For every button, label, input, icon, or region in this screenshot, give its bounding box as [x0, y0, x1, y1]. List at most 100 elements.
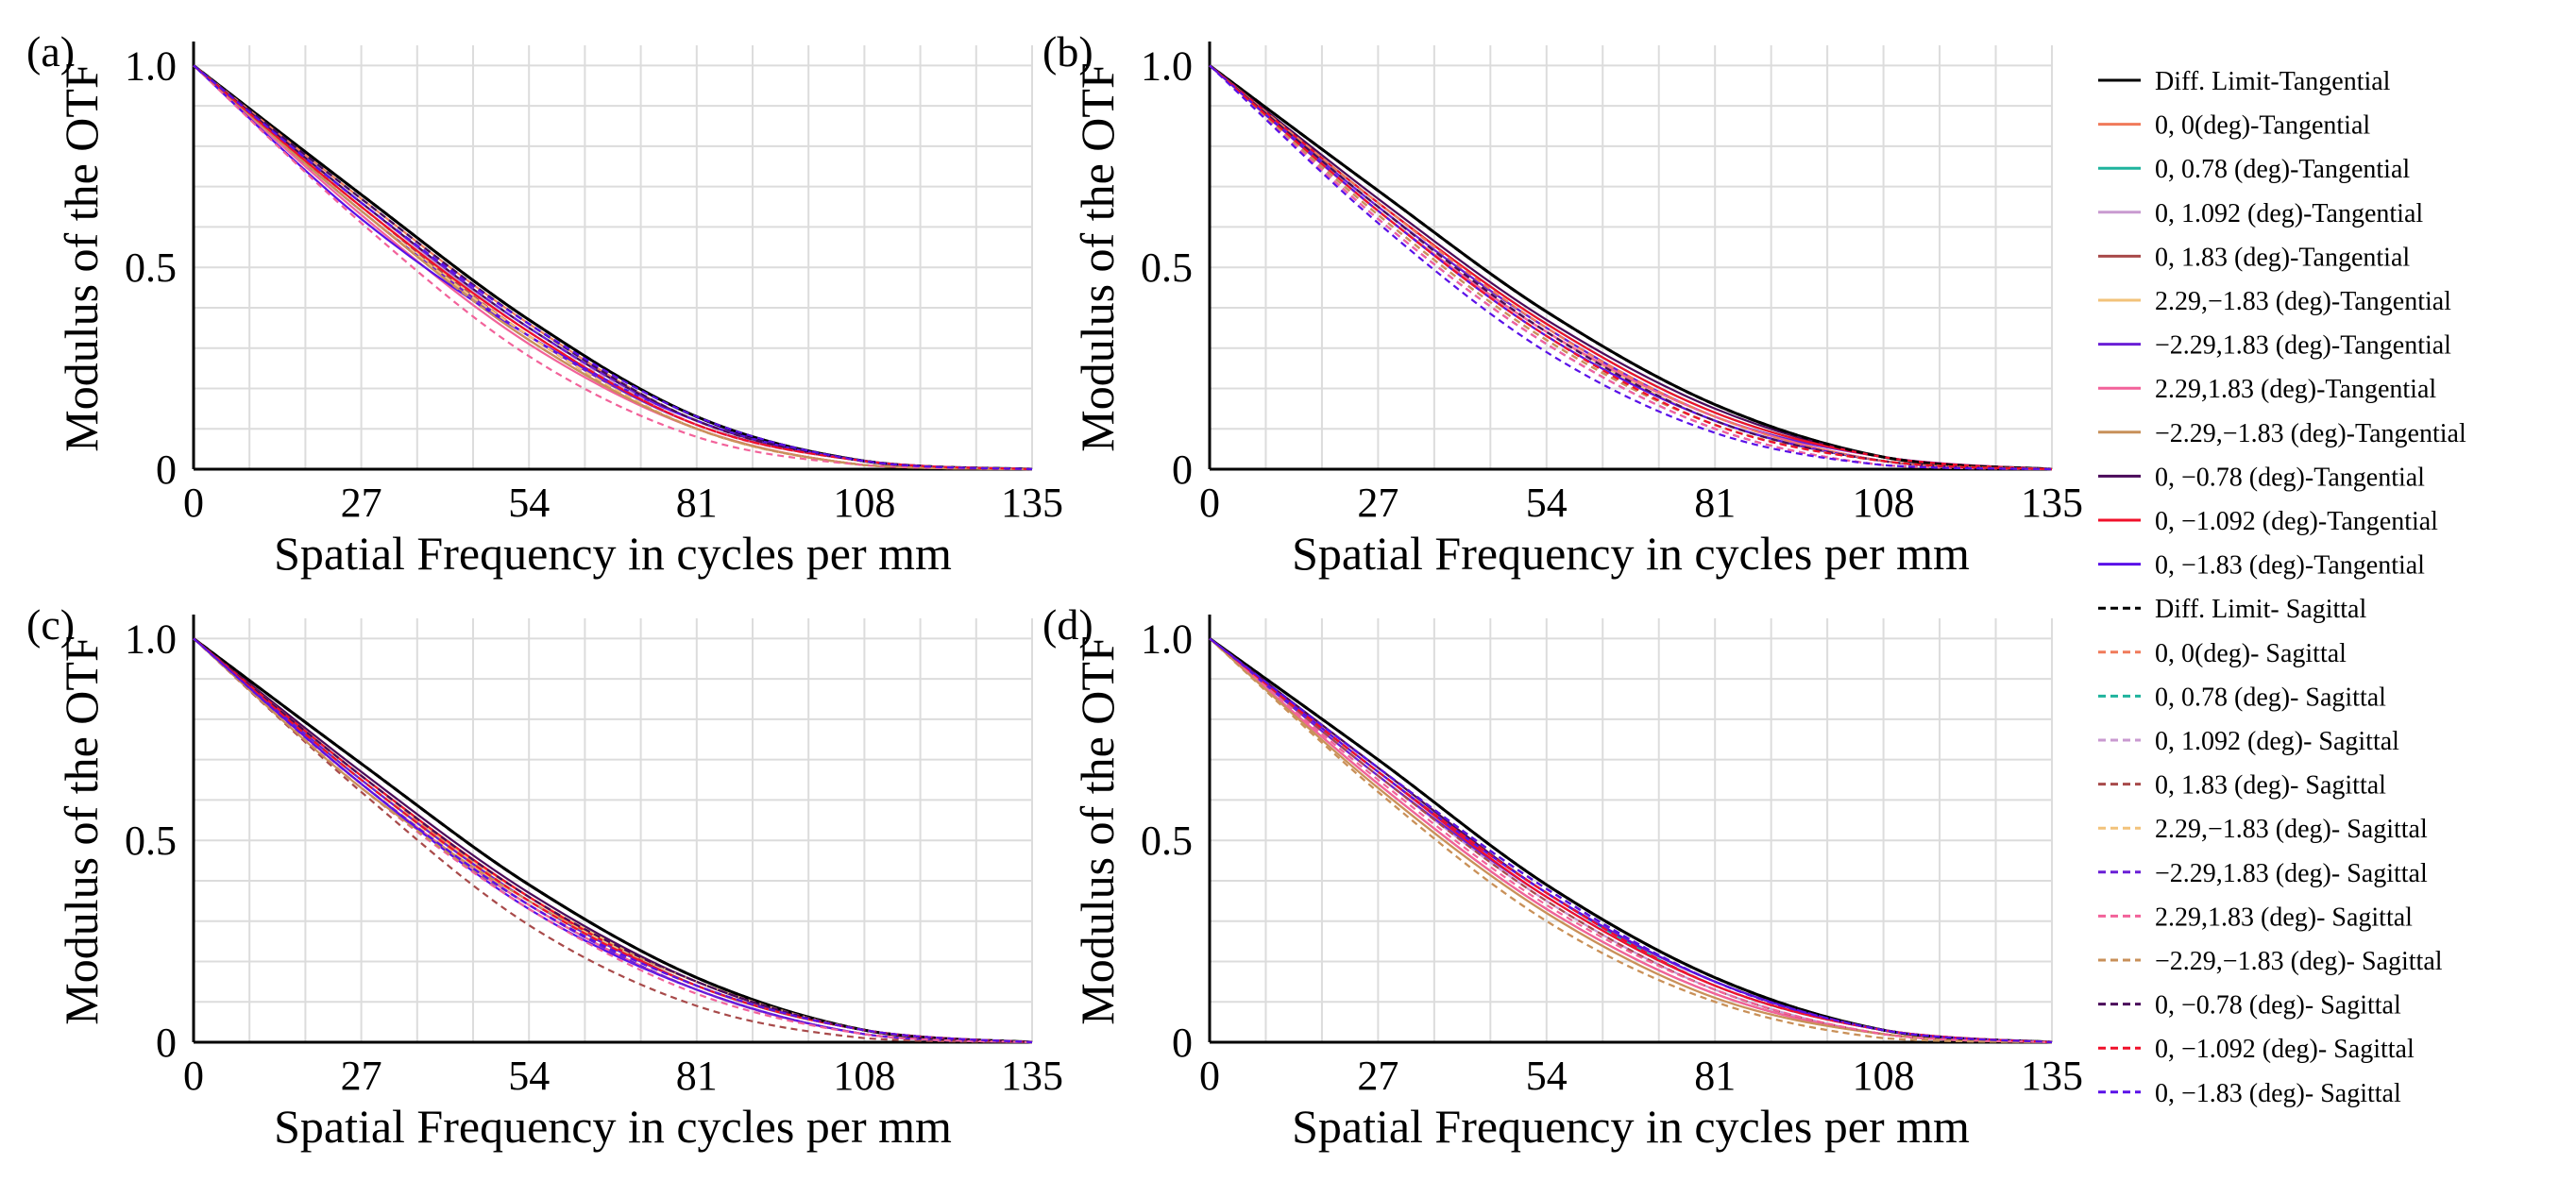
- chart-panel: (b) 0 0.5 1.0 0 27 54 81 108 135 Spatial Frequency…: [1042, 27, 2083, 580]
- x-tick-label: 54: [1526, 1053, 1568, 1099]
- x-tick-label: 27: [1357, 1053, 1398, 1099]
- legend-item: 2.29,1.83 (deg)-Tangential: [2098, 375, 2436, 404]
- series-line: [1209, 637, 2053, 1044]
- series-line: [1209, 64, 2053, 471]
- panel-label: (d): [1042, 600, 1093, 649]
- legend-item: 0, 1.092 (deg)-Tangential: [2098, 199, 2423, 228]
- legend-item: 0, −1.83 (deg)- Sagittal: [2098, 1079, 2401, 1108]
- y-tick-label: 0: [1172, 447, 1193, 493]
- legend-label: Diff. Limit-Tangential: [2155, 67, 2391, 96]
- legend-label: 0, 0.78 (deg)-Tangential: [2155, 155, 2410, 184]
- legend-item: −2.29,−1.83 (deg)-Tangential: [2098, 419, 2466, 448]
- legend-label: 0, 1.092 (deg)- Sagittal: [2155, 727, 2399, 756]
- grid: [193, 45, 1033, 470]
- legend-label: −2.29,−1.83 (deg)-Tangential: [2155, 419, 2466, 448]
- y-tick-label: 1.0: [1141, 42, 1193, 89]
- chart-panel: (d) 0 0.5 1.0 0 27 54 81 108 135 Spatial Frequency…: [1042, 600, 2083, 1153]
- legend-item: −2.29,1.83 (deg)- Sagittal: [2098, 859, 2428, 888]
- legend-item: 0, 1.83 (deg)-Tangential: [2098, 243, 2410, 272]
- x-tick-label: 81: [1694, 480, 1736, 526]
- y-tick-label: 1.0: [125, 42, 177, 89]
- y-tick-label: 0.5: [1141, 818, 1193, 864]
- panel-label: (c): [26, 600, 75, 649]
- x-tick-label: 108: [1853, 1053, 1915, 1099]
- chart-panels: (a) 0 0.5 1.0 0 27 54 81 108 135 Spatial Frequency…: [26, 27, 2083, 1153]
- x-tick-label: 108: [1853, 480, 1915, 526]
- panel-label: (b): [1042, 27, 1093, 76]
- legend-item: 2.29,1.83 (deg)- Sagittal: [2098, 903, 2413, 932]
- legend-label: 0, −0.78 (deg)- Sagittal: [2155, 991, 2401, 1021]
- legend-label: 0, −1.092 (deg)-Tangential: [2155, 507, 2438, 536]
- grid: [1209, 618, 2053, 1043]
- y-tick-label: 1.0: [1141, 616, 1193, 662]
- x-axis-title: Spatial Frequency in cycles per mm: [274, 1100, 952, 1153]
- legend-label: 2.29,1.83 (deg)- Sagittal: [2155, 903, 2413, 932]
- x-tick-label: 135: [2021, 1053, 2083, 1099]
- legend-label: Diff. Limit- Sagittal: [2155, 595, 2366, 624]
- series-line: [1209, 637, 2053, 1044]
- series-line: [193, 64, 1033, 471]
- legend-item: Diff. Limit- Sagittal: [2098, 595, 2366, 624]
- x-tick-label: 81: [676, 1053, 718, 1099]
- legend-label: −2.29,1.83 (deg)- Sagittal: [2155, 859, 2428, 888]
- series-line: [1209, 64, 2053, 471]
- legend-item: 0, −0.78 (deg)- Sagittal: [2098, 991, 2401, 1021]
- y-tick-label: 0: [156, 447, 177, 493]
- x-tick-label: 135: [2021, 480, 2083, 526]
- series-line: [193, 64, 1033, 471]
- y-axis-title: Modulus of the OTF: [55, 62, 108, 452]
- y-axis-title: Modulus of the OTF: [55, 635, 108, 1025]
- legend-label: 0, 0(deg)-Tangential: [2155, 111, 2370, 141]
- legend-label: −2.29,1.83 (deg)-Tangential: [2155, 331, 2451, 361]
- y-tick-label: 0.5: [125, 245, 177, 291]
- x-tick-label: 27: [341, 480, 382, 526]
- legend-item: Diff. Limit-Tangential: [2098, 67, 2391, 96]
- x-tick-label: 27: [341, 1053, 382, 1099]
- series-line: [193, 637, 1033, 1044]
- legend-label: 0, 0.78 (deg)- Sagittal: [2155, 683, 2386, 712]
- x-tick-label: 0: [183, 480, 204, 526]
- legend-label: 0, 1.83 (deg)-Tangential: [2155, 243, 2410, 272]
- legend-item: 0, −1.092 (deg)-Tangential: [2098, 507, 2438, 536]
- x-tick-label: 54: [508, 1053, 550, 1099]
- legend-label: 0, −1.83 (deg)- Sagittal: [2155, 1079, 2401, 1108]
- x-axis-title: Spatial Frequency in cycles per mm: [1292, 1100, 1970, 1153]
- series-line: [193, 637, 1033, 1044]
- legend-label: 0, 1.092 (deg)-Tangential: [2155, 199, 2423, 228]
- legend-label: 2.29,−1.83 (deg)- Sagittal: [2155, 815, 2428, 844]
- legend-label: −2.29,−1.83 (deg)- Sagittal: [2155, 947, 2443, 976]
- y-tick-label: 0: [156, 1020, 177, 1066]
- x-axis-title: Spatial Frequency in cycles per mm: [1292, 527, 1970, 580]
- x-tick-label: 81: [676, 480, 718, 526]
- series-line: [193, 64, 1033, 471]
- x-tick-label: 0: [1199, 1053, 1220, 1099]
- legend-item: 0, 1.83 (deg)- Sagittal: [2098, 771, 2386, 801]
- panel-label: (a): [26, 27, 75, 76]
- legend-item: 2.29,−1.83 (deg)- Sagittal: [2098, 815, 2428, 844]
- legend-item: 0, 0.78 (deg)-Tangential: [2098, 155, 2410, 184]
- legend-item: 2.29,−1.83 (deg)-Tangential: [2098, 287, 2451, 316]
- legend-label: 0, 1.83 (deg)- Sagittal: [2155, 771, 2386, 801]
- chart-panel: (a) 0 0.5 1.0 0 27 54 81 108 135 Spatial Frequency…: [26, 27, 1063, 580]
- series-line: [1209, 637, 2053, 1044]
- series-line: [193, 64, 1033, 471]
- legend-label: 2.29,1.83 (deg)-Tangential: [2155, 375, 2436, 404]
- legend-item: 0, 0(deg)- Sagittal: [2098, 639, 2347, 668]
- legend-item: 0, 1.092 (deg)- Sagittal: [2098, 727, 2399, 756]
- chart-panel: (c) 0 0.5 1.0 0 27 54 81 108 135 Spatial Frequency…: [26, 600, 1063, 1153]
- y-axis-title: Modulus of the OTF: [1071, 635, 1124, 1025]
- x-tick-label: 54: [1526, 480, 1568, 526]
- series-curves: [193, 64, 1033, 471]
- x-tick-label: 27: [1357, 480, 1398, 526]
- series-curves: [1209, 64, 2053, 471]
- series-curves: [1209, 637, 2053, 1044]
- legend-label: 0, 0(deg)- Sagittal: [2155, 639, 2347, 668]
- legend-item: 0, −1.092 (deg)- Sagittal: [2098, 1035, 2415, 1064]
- x-tick-label: 0: [183, 1053, 204, 1099]
- series-line: [193, 637, 1033, 1044]
- series-line: [193, 637, 1033, 1044]
- legend-label: 2.29,−1.83 (deg)-Tangential: [2155, 287, 2451, 316]
- legend-item: 0, −0.78 (deg)-Tangential: [2098, 463, 2425, 492]
- series-line: [193, 637, 1033, 1044]
